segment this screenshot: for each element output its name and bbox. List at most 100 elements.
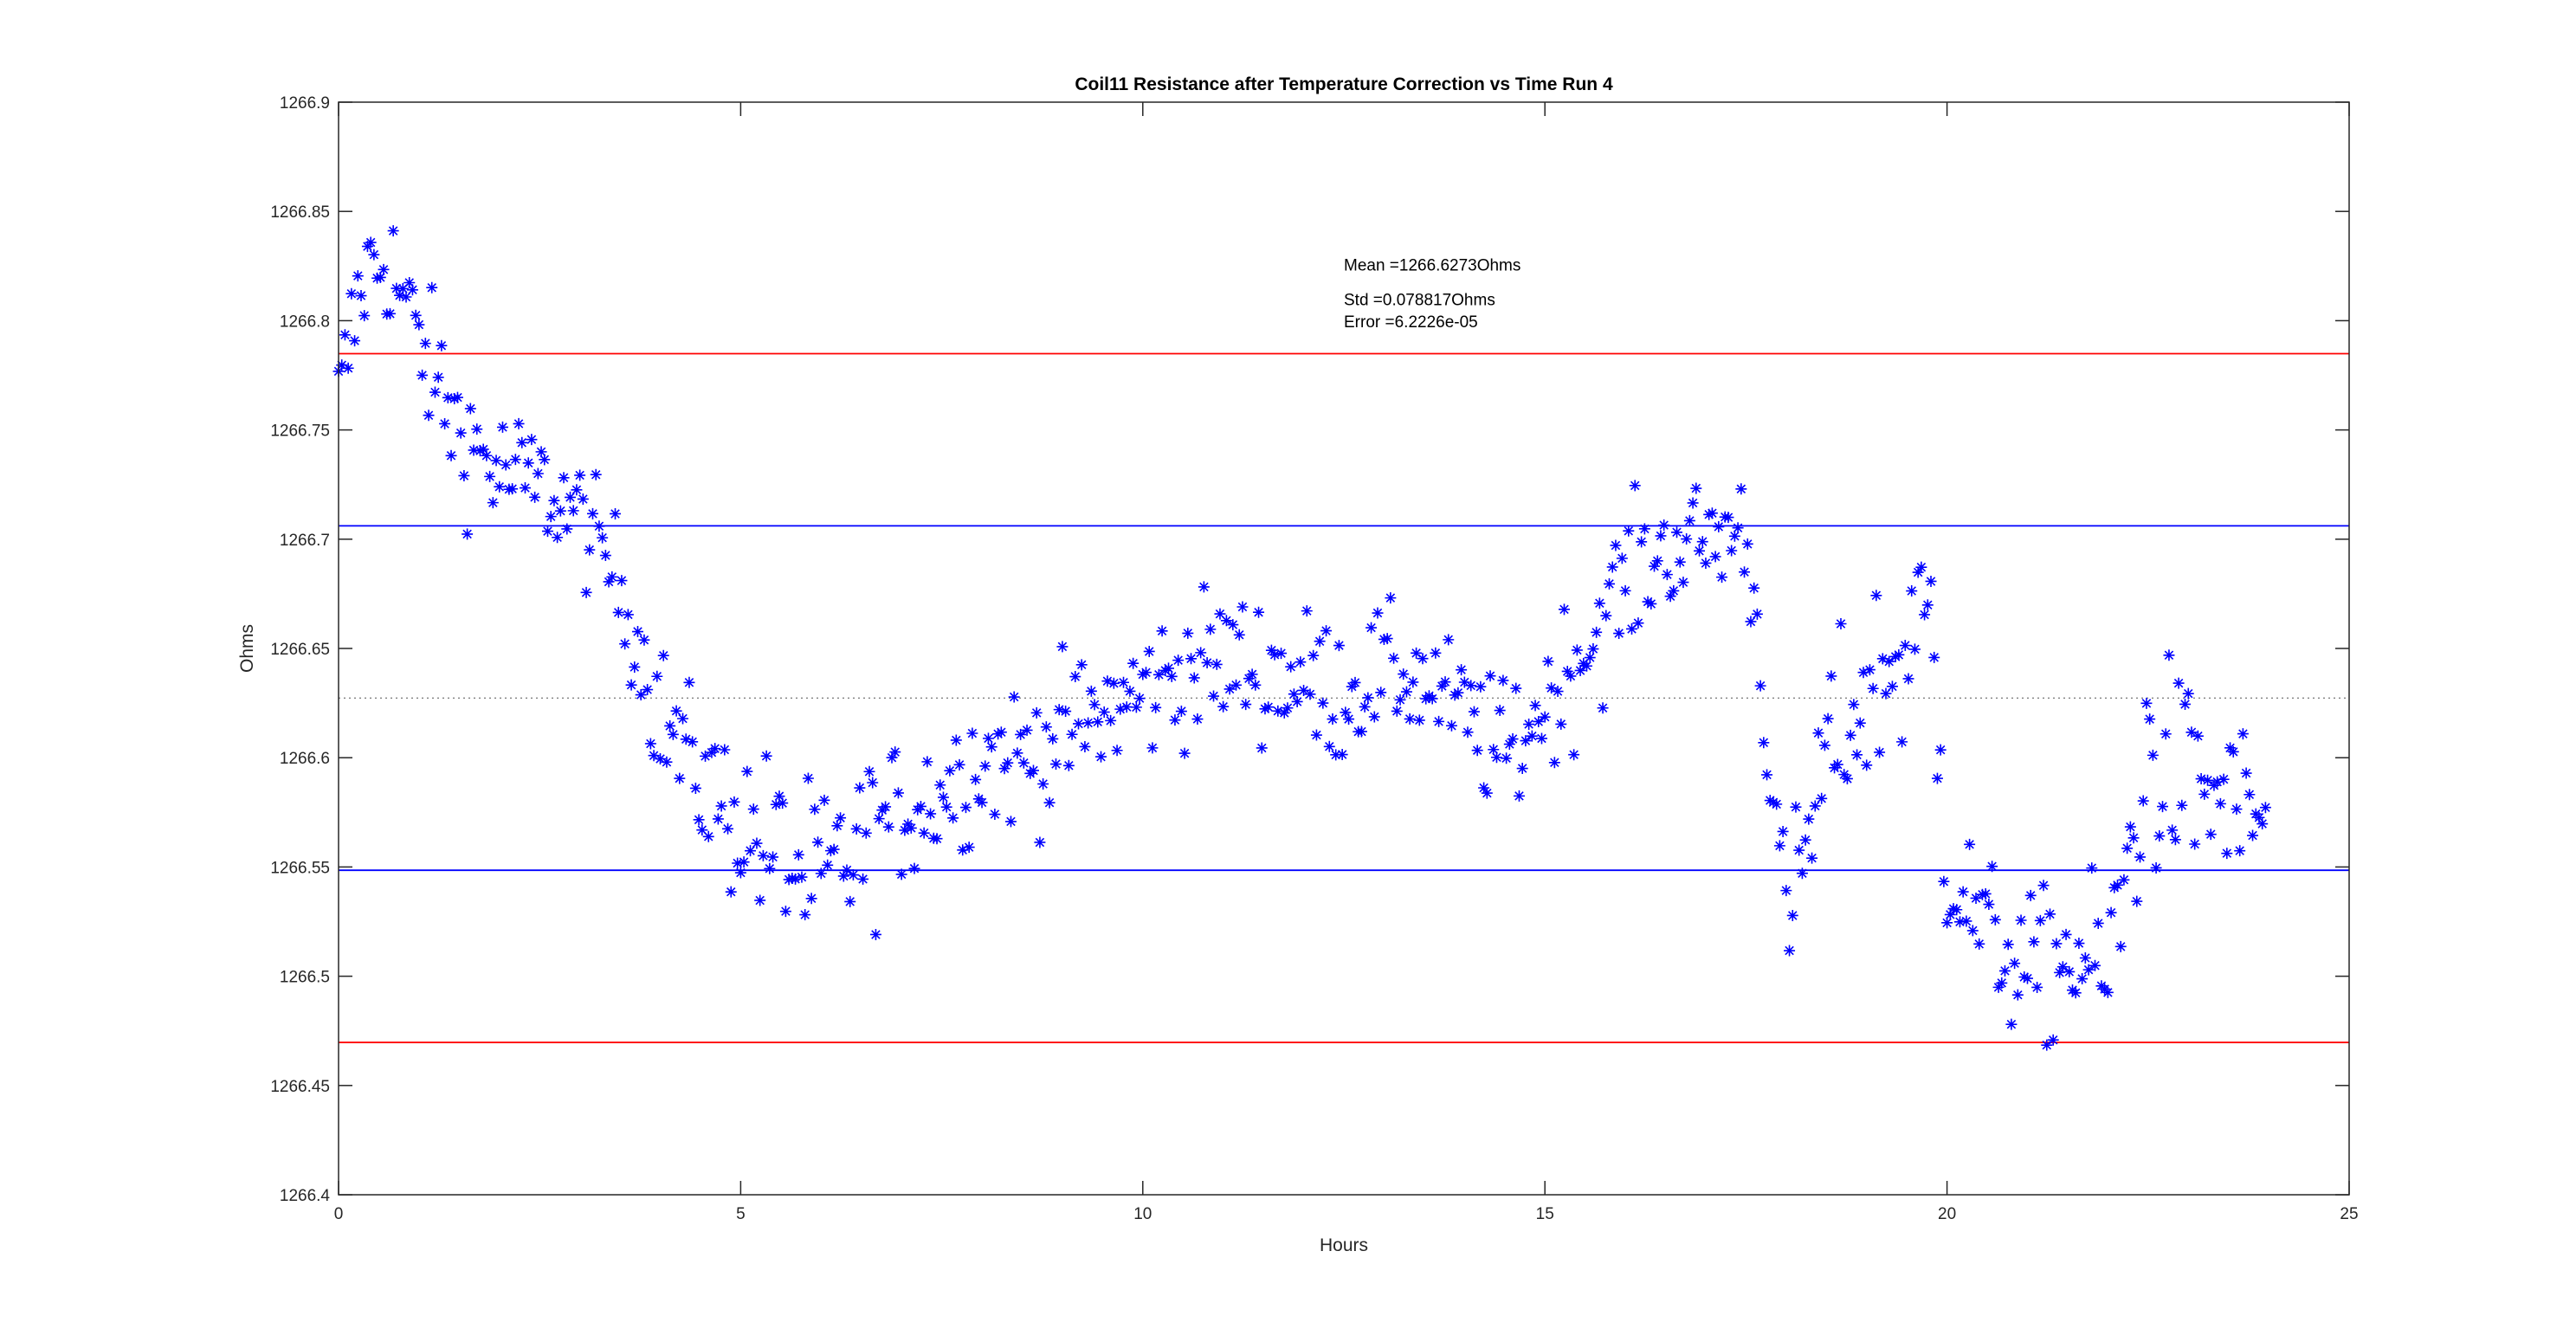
data-point: [1874, 746, 1886, 758]
data-point: [509, 454, 521, 466]
data-point: [857, 873, 869, 885]
data-point: [1088, 699, 1101, 711]
data-point: [397, 282, 409, 294]
data-point: [1886, 680, 1898, 693]
data-point: [995, 726, 1007, 738]
annotation-0: Mean =1266.6273Ohms: [1344, 256, 1520, 274]
data-point: [953, 758, 965, 771]
data-point: [2127, 832, 2140, 844]
data-point: [1831, 758, 1843, 771]
data-point: [1613, 628, 1625, 640]
data-point: [1970, 892, 1982, 904]
data-point: [541, 526, 553, 538]
data-point: [754, 894, 766, 906]
data-point: [1004, 816, 1017, 828]
data-point: [2247, 829, 2259, 842]
data-point: [908, 862, 920, 874]
data-point: [1938, 875, 1950, 887]
data-point: [886, 751, 898, 764]
data-point: [1494, 705, 1506, 717]
data-point: [368, 248, 380, 261]
data-point: [1690, 482, 1702, 494]
data-point: [709, 743, 721, 755]
data-point: [599, 550, 611, 562]
data-point: [516, 436, 528, 448]
data-point: [1597, 702, 1609, 714]
data-point: [1677, 577, 1689, 589]
data-point: [1786, 909, 1798, 921]
data-point: [1092, 716, 1104, 728]
data-point: [2082, 964, 2095, 976]
data-point: [642, 684, 654, 696]
data-point: [745, 845, 757, 857]
data-point: [1822, 713, 1834, 725]
data-point: [677, 713, 689, 725]
data-point: [474, 445, 486, 457]
data-point: [1475, 680, 1487, 693]
data-point: [1314, 635, 1326, 648]
data-point: [490, 455, 502, 467]
data-point: [622, 609, 634, 621]
data-point: [1661, 569, 1673, 581]
data-point: [1140, 667, 1152, 679]
data-point: [1133, 693, 1146, 705]
x-tick-label: 20: [1938, 1205, 1956, 1223]
data-point: [687, 736, 699, 748]
data-point: [799, 909, 811, 921]
data-point: [1497, 674, 1509, 687]
data-point: [548, 494, 560, 506]
data-point: [2069, 987, 2082, 999]
data-point: [1709, 551, 1721, 563]
data-point: [747, 803, 759, 816]
data-point: [828, 843, 840, 855]
data-point: [1574, 664, 1586, 676]
data-point: [1062, 759, 1075, 771]
data-point: [1411, 647, 1423, 659]
data-point: [1075, 659, 1088, 671]
data-point: [1645, 597, 1657, 609]
data-point: [1011, 747, 1023, 759]
data-point: [1758, 737, 1770, 749]
data-point: [873, 813, 885, 825]
x-tick-label: 25: [2340, 1205, 2358, 1223]
data-point: [1925, 575, 1937, 587]
data-point: [1484, 670, 1496, 682]
data-point: [944, 764, 956, 777]
data-point: [349, 335, 361, 347]
data-point: [1333, 640, 1345, 652]
data-point: [2253, 811, 2265, 823]
data-point: [1458, 676, 1470, 688]
data-point: [1510, 682, 1522, 694]
data-point: [561, 523, 573, 535]
data-point: [1996, 977, 2008, 989]
data-point: [496, 421, 508, 433]
data-point: [1809, 800, 1821, 812]
data-point: [914, 800, 926, 812]
data-point: [905, 822, 917, 834]
data-point: [2150, 861, 2162, 874]
data-point: [2056, 961, 2069, 973]
data-point: [2114, 940, 2127, 952]
data-point: [1198, 581, 1210, 593]
data-point: [979, 760, 991, 772]
data-point: [2043, 908, 2056, 920]
data-point: [1085, 685, 1097, 697]
data-point: [2244, 789, 2256, 801]
data-point: [1053, 704, 1065, 716]
data-point: [481, 449, 493, 461]
data-point: [1049, 758, 1062, 771]
data-point: [439, 417, 451, 429]
data-point: [2202, 774, 2214, 786]
data-point: [1195, 647, 1207, 659]
y-tick-label: 1266.7: [280, 532, 330, 550]
data-point: [1375, 687, 1387, 699]
data-point: [1606, 561, 1618, 573]
data-point: [1546, 682, 1558, 694]
data-point: [1165, 670, 1178, 682]
data-point: [812, 836, 824, 848]
data-point: [451, 391, 463, 403]
data-point: [1581, 660, 1592, 672]
data-point: [1381, 633, 1393, 645]
data-point: [1555, 718, 1567, 730]
data-point: [2105, 906, 2117, 919]
